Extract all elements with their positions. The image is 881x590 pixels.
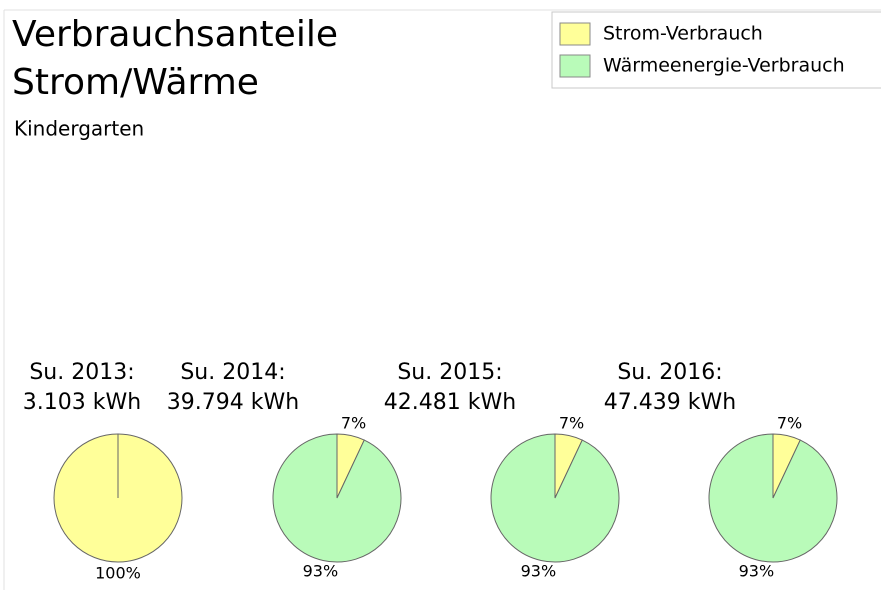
value-label: 93%	[521, 562, 557, 581]
pie-label: Su. 2015:	[397, 360, 502, 385]
pie-label: Su. 2013:	[29, 360, 134, 385]
pie-total: 42.481 kWh	[384, 390, 516, 415]
pie-slice	[490, 433, 620, 563]
value-label: 7%	[341, 413, 366, 432]
pie-slice	[708, 433, 838, 563]
pie-label: Su. 2016:	[617, 360, 722, 385]
pie-label: Su. 2014:	[180, 360, 285, 385]
value-label: 100%	[95, 564, 141, 583]
value-label: 93%	[739, 562, 775, 581]
legend-swatch	[559, 54, 591, 78]
value-label: 93%	[303, 562, 339, 581]
legend-swatch	[559, 22, 591, 46]
pie-total: 39.794 kWh	[167, 390, 299, 415]
pie-total: 3.103 kWh	[23, 390, 141, 415]
legend-label: Wärmeenergie-Verbrauch	[603, 55, 845, 77]
value-label: 7%	[559, 413, 584, 432]
value-label: 7%	[777, 413, 802, 432]
chart-subtitle: Kindergarten	[14, 117, 144, 141]
pie-total: 47.439 kWh	[604, 390, 736, 415]
pie-slice	[272, 433, 402, 563]
legend	[551, 11, 881, 89]
chart-title: Strom/Wärme	[12, 62, 259, 103]
legend-label: Strom-Verbrauch	[603, 23, 763, 45]
chart-title: Verbrauchsanteile	[12, 14, 338, 55]
